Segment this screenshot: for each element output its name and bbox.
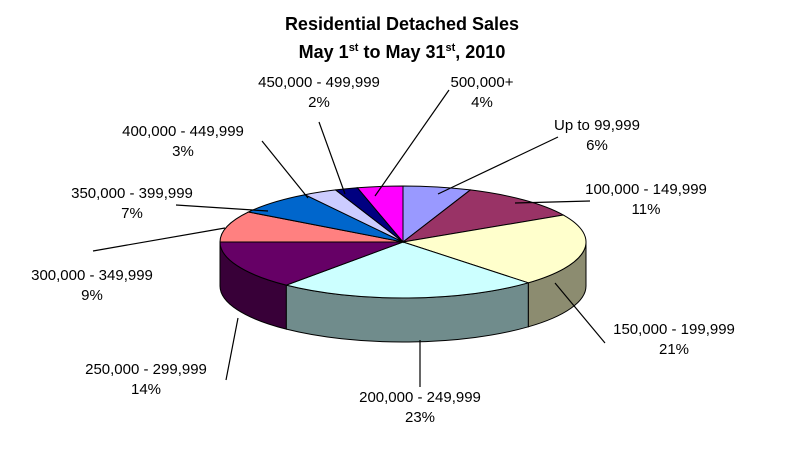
slice-label-3: 150,000 - 199,999 21% — [613, 321, 735, 358]
chart-title: Residential Detached Sales — [285, 14, 519, 34]
slice-range-label: 300,000 - 349,999 — [31, 267, 153, 284]
slice-labels: Up to 99,999 6% 100,000 - 149,999 11% 150,00… — [31, 74, 735, 426]
leader-line-8 — [261, 140, 309, 199]
slice-percent-label: 2% — [308, 94, 330, 111]
slice-label-8: 400,000 - 449,999 3% — [122, 123, 244, 160]
slice-range-label: Up to 99,999 — [554, 117, 640, 134]
slice-percent-label: 23% — [405, 409, 435, 426]
leader-line-5 — [225, 317, 239, 381]
pie-sides — [219, 241, 587, 343]
slice-range-label: 150,000 - 199,999 — [613, 321, 735, 338]
leader-line-9 — [318, 121, 346, 195]
slice-label-10: 500,000+ 4% — [451, 74, 514, 111]
slice-label-4: 200,000 - 249,999 23% — [359, 389, 481, 426]
slice-range-label: 200,000 - 249,999 — [359, 389, 481, 406]
leader-line-3 — [554, 282, 606, 344]
leader-line-6 — [92, 227, 226, 252]
leader-line-2 — [514, 200, 591, 204]
slice-label-7: 350,000 - 399,999 7% — [71, 185, 193, 222]
slice-percent-label: 7% — [121, 205, 143, 222]
leader-line-7 — [175, 204, 269, 212]
pie-slice-10 — [356, 185, 404, 244]
slice-range-label: 500,000+ — [451, 74, 514, 91]
pie-slice-4 — [284, 241, 530, 299]
slice-range-label: 100,000 - 149,999 — [585, 181, 707, 198]
slice-range-label: 400,000 - 449,999 — [122, 123, 244, 140]
slice-percent-label: 14% — [131, 381, 161, 398]
slice-percent-label: 3% — [172, 143, 194, 160]
slice-range-label: 250,000 - 299,999 — [85, 361, 207, 378]
slice-percent-label: 11% — [632, 201, 661, 218]
leader-line-1 — [437, 136, 559, 195]
slice-label-2: 100,000 - 149,999 11% — [585, 181, 707, 218]
leader-lines — [92, 89, 606, 387]
slice-label-5: 250,000 - 299,999 14% — [85, 361, 207, 398]
slice-percent-label: 6% — [586, 137, 608, 154]
subtitle-superscript: st — [446, 42, 456, 54]
chart-subtitle: May 1st to May 31st, 2010 — [299, 42, 506, 62]
slice-label-1: Up to 99,999 6% — [554, 117, 640, 154]
slice-percent-label: 9% — [81, 287, 103, 304]
slice-label-6: 300,000 - 349,999 9% — [31, 267, 153, 304]
slice-percent-label: 21% — [659, 341, 689, 358]
pie-slice-6 — [219, 211, 404, 243]
pie-slice-5 — [219, 241, 404, 286]
slice-label-9: 450,000 - 499,999 2% — [258, 74, 380, 111]
slice-percent-label: 4% — [471, 94, 493, 111]
slice-range-label: 350,000 - 399,999 — [71, 185, 193, 202]
leader-line-10 — [374, 89, 450, 197]
subtitle-superscript: st — [349, 42, 359, 54]
pie-slice-3 — [402, 214, 587, 284]
slice-range-label: 450,000 - 499,999 — [258, 74, 380, 91]
